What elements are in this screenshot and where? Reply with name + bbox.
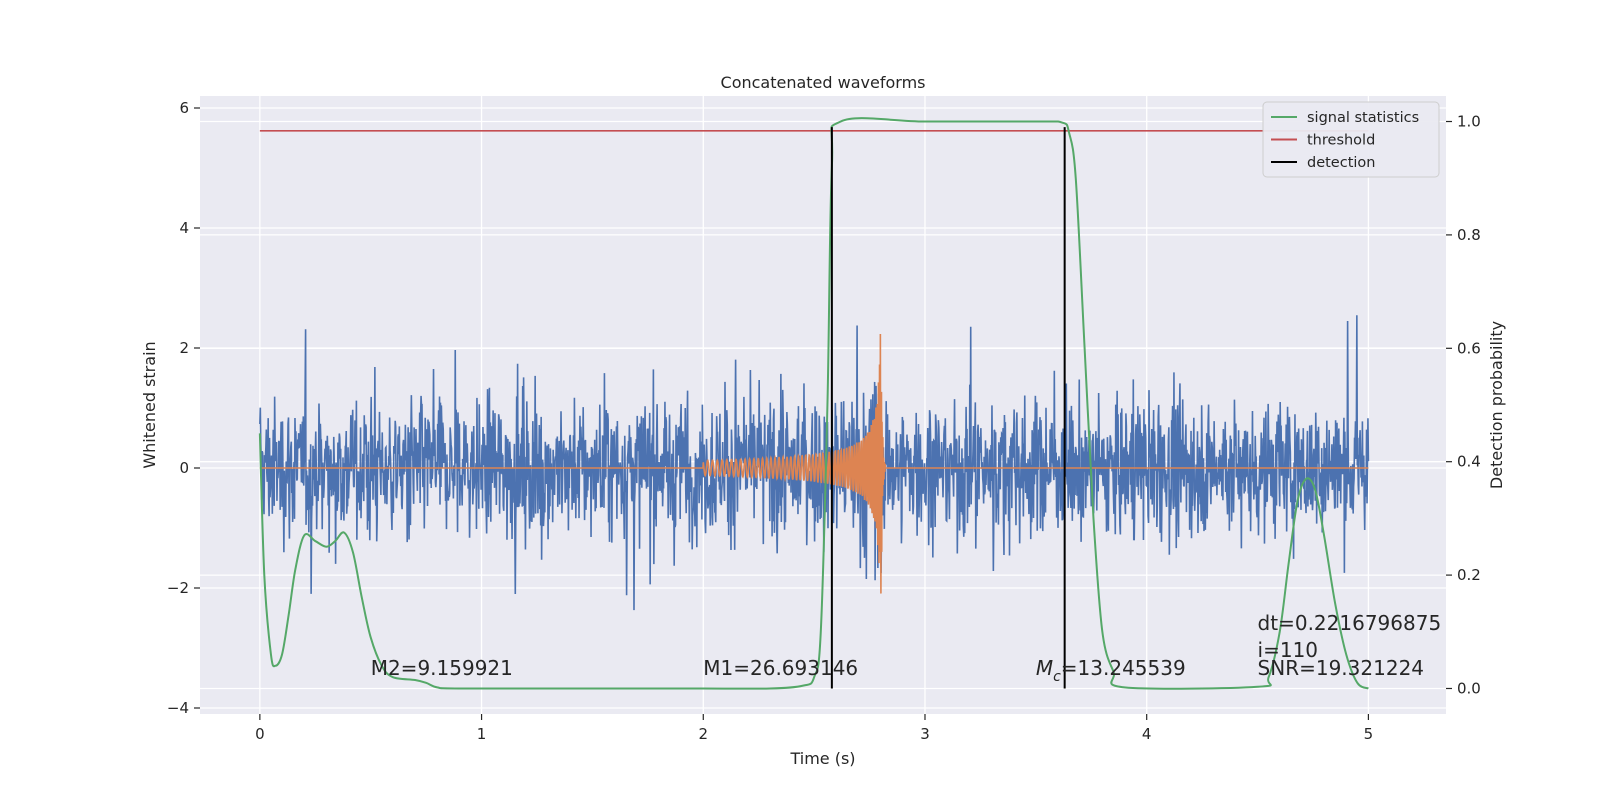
x-tick-label: 4 — [1142, 725, 1152, 743]
annotation-text: i=110 — [1258, 638, 1319, 662]
annotation-subscript: c — [1053, 669, 1061, 685]
y-tick-label: 6 — [179, 99, 189, 117]
annotation-text: SNR=19.321224 — [1258, 656, 1424, 680]
x-axis-label: Time (s) — [789, 749, 855, 768]
y2-tick-label: 1.0 — [1457, 113, 1481, 131]
y-tick-label: 0 — [179, 459, 189, 477]
y2-tick-label: 0.0 — [1457, 679, 1481, 697]
signal-statistics-line — [258, 117, 1369, 690]
template-series-line — [259, 333, 1369, 594]
y-tick-label: −4 — [167, 699, 189, 717]
legend-box — [1262, 101, 1440, 178]
y2-tick-label: 0.2 — [1457, 566, 1481, 584]
y2-axis-label: Detection probability — [1487, 321, 1506, 489]
annotation-italic: M — [1036, 656, 1053, 680]
y2-tick-label: 0.6 — [1457, 339, 1481, 357]
ticks: 0 1 2 3 4 5 −4 −2 0 2 4 6 0.0 0.2 0.4 0.6 0.8 1.0 — [167, 99, 1481, 743]
x-tick-label: 2 — [699, 725, 709, 743]
x-tick-label: 3 — [920, 725, 930, 743]
plot-background — [200, 96, 1446, 714]
y2-tick-label: 0.8 — [1457, 226, 1481, 244]
y2-tick-label: 0.4 — [1457, 453, 1481, 471]
legend-label: signal statistics — [1307, 110, 1419, 126]
annotation-text: dt=0.2216796875 — [1258, 611, 1442, 635]
x-tick-label: 5 — [1364, 725, 1374, 743]
series-layer — [258, 117, 1370, 690]
legend: signal statistics threshold detection — [1262, 101, 1440, 178]
x-tick-label: 0 — [255, 725, 265, 743]
annotation-text: Mc=13.245539 — [1036, 656, 1186, 685]
y-tick-label: 4 — [179, 219, 189, 237]
y-axis-label: Whitened strain — [140, 341, 159, 468]
y-tick-label: 2 — [179, 339, 189, 357]
legend-label: threshold — [1307, 133, 1375, 149]
x-tick-label: 1 — [477, 725, 487, 743]
legend-label: detection — [1307, 155, 1375, 171]
annotation-text: M1=26.693146 — [703, 656, 858, 680]
chart-title: Concatenated waveforms — [721, 73, 926, 92]
annotations: M2=9.159921 M1=26.693146 Mc=13.245539 dt=0.… — [371, 611, 1441, 685]
y-tick-label: −2 — [167, 579, 189, 597]
annotation-text: M2=9.159921 — [371, 656, 513, 680]
annotation-suffix: =13.245539 — [1061, 656, 1186, 680]
